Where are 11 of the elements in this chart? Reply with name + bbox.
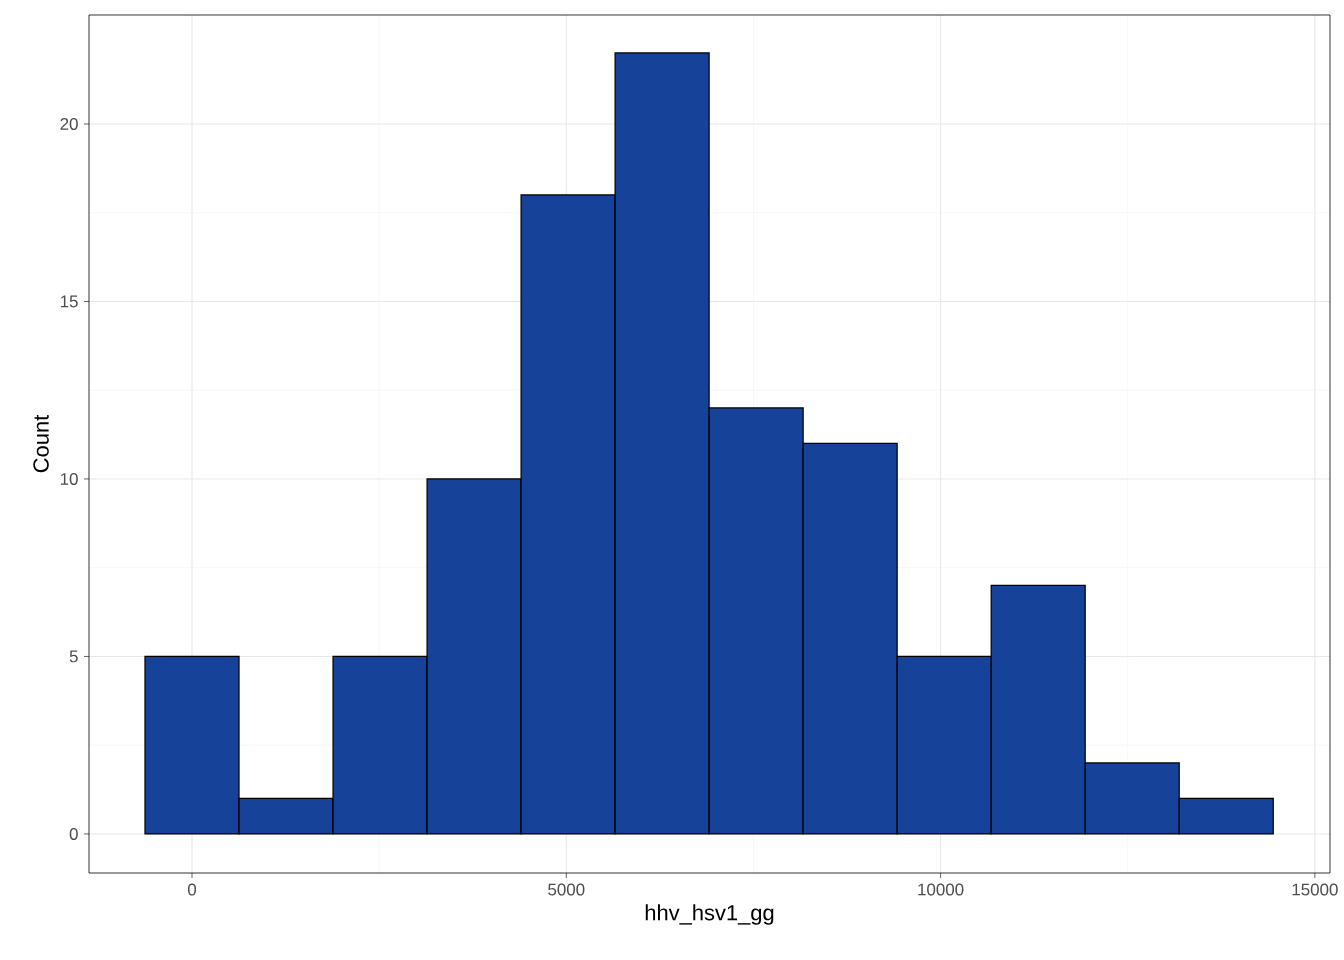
y-tick-label: 20 bbox=[60, 117, 78, 130]
x-tick-label: 15000 bbox=[1292, 883, 1338, 896]
y-tick-label: 10 bbox=[60, 472, 78, 485]
x-tick-label: 0 bbox=[187, 883, 197, 896]
y-axis-title: Count bbox=[33, 414, 49, 473]
y-tick-label: 0 bbox=[69, 827, 78, 840]
y-tick-label: 15 bbox=[60, 295, 78, 308]
y-tick-label: 5 bbox=[69, 650, 78, 663]
x-tick-label: 5000 bbox=[548, 883, 585, 896]
x-axis-title: hhv_hsv1_gg bbox=[645, 904, 774, 925]
x-tick-label: 10000 bbox=[918, 883, 964, 896]
